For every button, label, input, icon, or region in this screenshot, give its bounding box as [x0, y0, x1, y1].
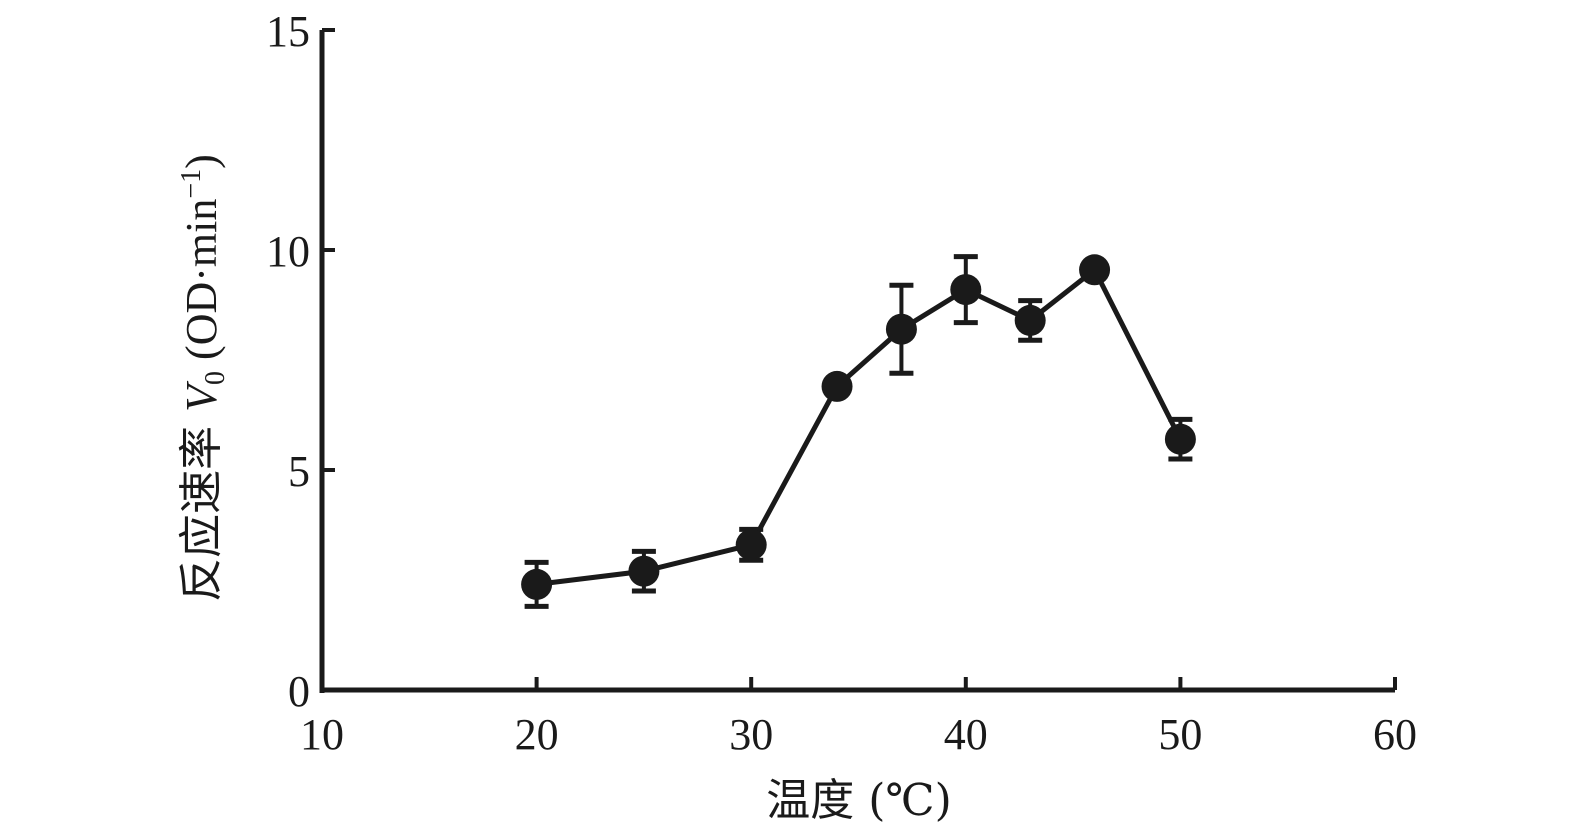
data-point [1079, 254, 1111, 286]
y-axis-title-sub: 0 [200, 371, 231, 385]
x-axis-title: 温度 (℃) [766, 775, 952, 826]
series-line [536, 267, 1183, 587]
y-axis-title-unit: (OD·min [177, 199, 226, 371]
data-point [1164, 423, 1196, 455]
data-point [821, 370, 853, 402]
y-axis-title-sup: −1 [176, 169, 207, 199]
y-axis-title: 反应速率 V0 (OD·min−1) [176, 154, 231, 602]
x-tick-label: 30 [729, 710, 773, 759]
y-axis-title-close: ) [177, 154, 226, 169]
data-point [628, 555, 660, 587]
data-point [950, 274, 982, 306]
data-point [521, 568, 553, 600]
axes [319, 30, 1395, 693]
y-tick-label: 15 [266, 7, 310, 56]
data-point [885, 313, 917, 345]
y-axis-title-var: V [177, 380, 226, 412]
y-tick-label: 5 [288, 447, 310, 496]
data-series [521, 254, 1196, 609]
data-point [1014, 304, 1046, 336]
ticks: 10 20 30 40 50 60 0 5 10 15 [266, 7, 1417, 759]
x-tick-label: 50 [1158, 710, 1202, 759]
data-point [735, 529, 767, 561]
x-tick-label: 40 [944, 710, 988, 759]
y-tick-label: 10 [266, 227, 310, 276]
x-tick-label: 20 [515, 710, 559, 759]
y-tick-label: 0 [288, 667, 310, 716]
x-tick-label: 10 [300, 710, 344, 759]
x-tick-label: 60 [1373, 710, 1417, 759]
y-axis-title-prefix: 反应速率 [176, 412, 227, 602]
